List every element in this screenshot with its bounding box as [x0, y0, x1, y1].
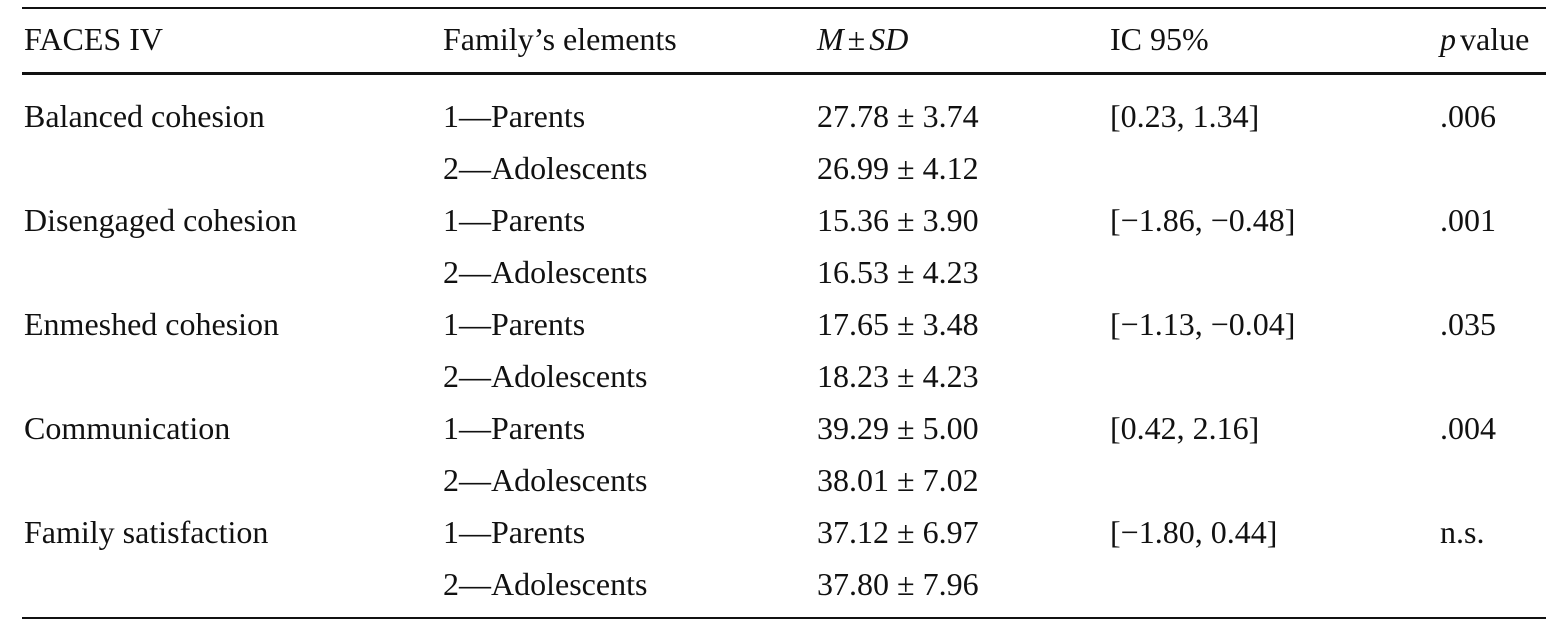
mean-sd: 17.65 ± 3.48	[817, 306, 979, 342]
header-text: ±	[847, 21, 866, 57]
family-element: 1—Parents	[443, 514, 586, 550]
mean-sd: 16.53 ± 4.23	[817, 254, 979, 290]
mean-sd: 37.80 ± 7.96	[817, 566, 979, 602]
mean-sd: 27.78 ± 3.74	[817, 98, 979, 134]
family-element: 1—Parents	[443, 98, 586, 134]
header-text: FACES IV	[24, 21, 163, 57]
family-element: 2—Adolescents	[443, 566, 648, 602]
scale-name: Balanced cohesion	[24, 98, 265, 134]
family-element: 1—Parents	[443, 202, 586, 238]
confidence-interval: [−1.13, −0.04]	[1110, 306, 1296, 342]
bottom-rule	[22, 617, 1546, 619]
top-rule	[22, 7, 1546, 9]
header-text: value	[1460, 21, 1530, 57]
header-text: M	[817, 21, 844, 57]
confidence-interval: [−1.80, 0.44]	[1110, 514, 1278, 550]
header-cell: FACES IV	[24, 19, 163, 59]
family-element: 2—Adolescents	[443, 462, 648, 498]
family-element: 1—Parents	[443, 410, 586, 446]
header-cell: p value	[1440, 19, 1529, 59]
confidence-interval: [−1.86, −0.48]	[1110, 202, 1296, 238]
p-value: .006	[1440, 98, 1496, 134]
header-rule	[22, 72, 1546, 75]
mean-sd: 37.12 ± 6.97	[817, 514, 979, 550]
scale-name: Communication	[24, 410, 231, 446]
family-element: 2—Adolescents	[443, 254, 648, 290]
mean-sd: 15.36 ± 3.90	[817, 202, 979, 238]
confidence-interval: [0.42, 2.16]	[1110, 410, 1260, 446]
p-value: .035	[1440, 306, 1496, 342]
header-text: SD	[869, 21, 909, 57]
family-element: 1—Parents	[443, 306, 586, 342]
p-value: n.s.	[1440, 514, 1485, 550]
scale-name: Disengaged cohesion	[24, 202, 297, 238]
header-cell: M ± SD	[817, 19, 908, 59]
mean-sd: 38.01 ± 7.02	[817, 462, 979, 498]
mean-sd: 26.99 ± 4.12	[817, 150, 979, 186]
header-text: IC 95%	[1110, 21, 1209, 57]
p-value: .004	[1440, 410, 1496, 446]
scale-name: Enmeshed cohesion	[24, 306, 280, 342]
family-element: 2—Adolescents	[443, 358, 648, 394]
header-text: Family’s elements	[443, 21, 677, 57]
p-value: .001	[1440, 202, 1496, 238]
header-cell: Family’s elements	[443, 19, 677, 59]
family-element: 2—Adolescents	[443, 150, 648, 186]
header-cell: IC 95%	[1110, 19, 1209, 59]
mean-sd: 39.29 ± 5.00	[817, 410, 979, 446]
scale-name: Family satisfaction	[24, 514, 269, 550]
mean-sd: 18.23 ± 4.23	[817, 358, 979, 394]
header-text: p	[1440, 21, 1456, 57]
confidence-interval: [0.23, 1.34]	[1110, 98, 1260, 134]
